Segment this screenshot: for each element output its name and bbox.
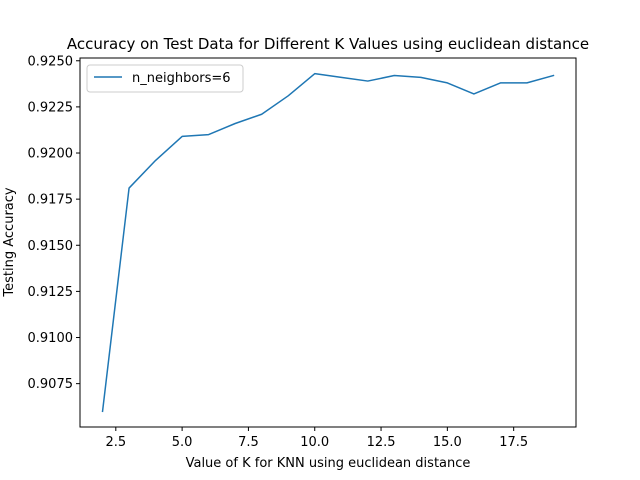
legend-label: n_neighbors=6 — [132, 71, 231, 86]
x-tick-label: 2.5 — [105, 435, 126, 450]
legend: n_neighbors=6 — [86, 64, 244, 93]
y-axis-label: Testing Accuracy — [2, 187, 17, 297]
y-tick-label: 0.9200 — [28, 147, 74, 162]
x-tick-label: 10.0 — [300, 435, 329, 450]
axes-border — [79, 57, 577, 428]
series-layer — [101, 72, 555, 413]
x-tick-label: 15.0 — [433, 435, 462, 450]
y-tick-label: 0.9100 — [28, 331, 74, 346]
y-tick-label: 0.9175 — [28, 193, 74, 208]
y-tick-label: 0.9250 — [28, 54, 74, 69]
y-tick-label: 0.9075 — [28, 377, 74, 392]
y-tick-label: 0.9125 — [28, 285, 74, 300]
plot-background — [80, 58, 576, 427]
x-axis-ticks: 2.5 5.0 7.5 10.0 12.5 15.0 17.5 — [105, 427, 528, 450]
chart-title: Accuracy on Test Data for Different K Va… — [67, 35, 589, 53]
legend-box — [86, 64, 244, 93]
axes-frame — [79, 57, 577, 428]
x-tick-label: 17.5 — [499, 435, 528, 450]
series-line — [101, 72, 555, 413]
x-tick-label: 12.5 — [367, 435, 396, 450]
y-axis-ticks: 0.9075 0.9100 0.9125 0.9150 0.9175 0.9200 0.92… — [28, 54, 80, 392]
plot-area — [80, 58, 576, 427]
x-tick-label: 7.5 — [238, 435, 259, 450]
x-axis-label: Value of K for KNN using euclidean dista… — [186, 456, 471, 471]
y-tick-label: 0.9225 — [28, 100, 74, 115]
x-tick-label: 5.0 — [172, 435, 193, 450]
y-tick-label: 0.9150 — [28, 239, 74, 254]
